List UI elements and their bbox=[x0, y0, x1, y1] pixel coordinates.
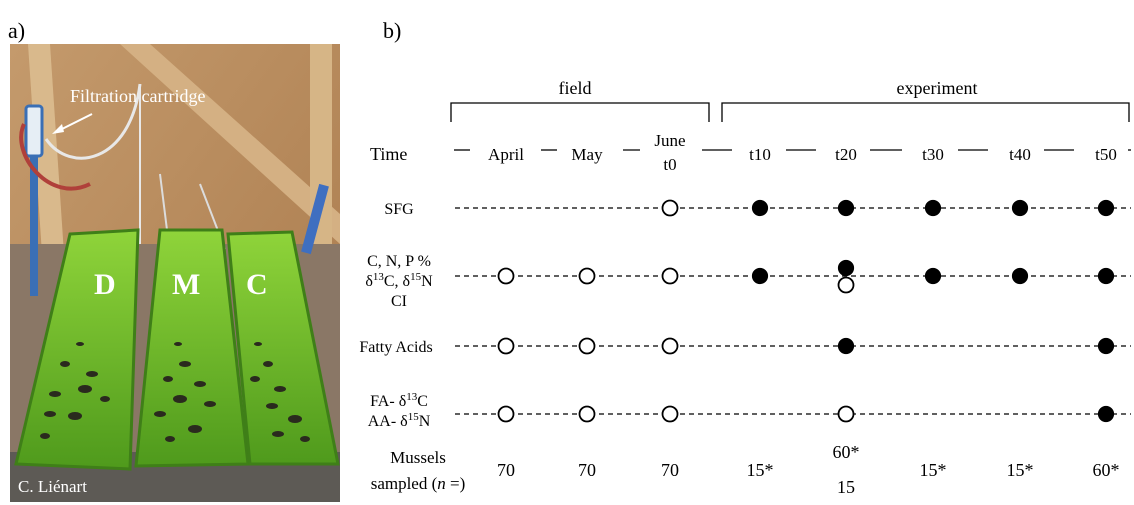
mussels-sampled-value: 60* bbox=[1093, 460, 1120, 480]
caption-arrowhead bbox=[52, 124, 64, 134]
open-sample-marker bbox=[497, 337, 515, 355]
time-point-label: April bbox=[488, 145, 524, 164]
open-sample-marker bbox=[837, 405, 855, 423]
filled-sample-marker bbox=[924, 199, 942, 217]
time-label: Time bbox=[370, 144, 407, 164]
filled-sample-marker bbox=[751, 267, 769, 285]
mussels-in-tanks bbox=[40, 342, 310, 442]
mussels-sampled-value: 60* bbox=[833, 442, 860, 462]
row-label-csia-line2: AA- δ15N bbox=[368, 411, 431, 430]
sampling-schedule: field experiment Time April May June t0 t10 t… bbox=[359, 78, 1131, 497]
wooden-beam bbox=[120, 44, 340, 244]
tank-letter-d: D bbox=[94, 268, 116, 301]
row-label-fatty-acids: Fatty Acids bbox=[359, 339, 432, 356]
time-point-sublabel: t0 bbox=[663, 155, 676, 174]
mussels-label-line2: sampled (n =) bbox=[371, 474, 466, 493]
open-sample-marker bbox=[578, 405, 596, 423]
mussels-sampled-value: 15* bbox=[920, 460, 947, 480]
experiment-bracket bbox=[721, 102, 1130, 122]
filled-sample-marker bbox=[924, 267, 942, 285]
row-lines bbox=[455, 207, 1131, 415]
mussels-sampled-value: 70 bbox=[661, 460, 679, 480]
experiment-photo: Filtration cartridge D M C C. Liénart bbox=[10, 44, 340, 502]
panel-a-label: a) bbox=[8, 18, 26, 43]
filled-sample-marker bbox=[1011, 267, 1029, 285]
open-sample-marker bbox=[661, 405, 679, 423]
row-label-cnp-line3: CI bbox=[391, 293, 407, 310]
time-point-label: t40 bbox=[1009, 145, 1031, 164]
tubing bbox=[44, 83, 142, 160]
time-point-label: t10 bbox=[749, 145, 771, 164]
filtration-cartridge bbox=[24, 104, 44, 158]
mussels-sampled-value: 15* bbox=[747, 460, 774, 480]
open-sample-marker bbox=[578, 337, 596, 355]
mussels-sampled-value: 70 bbox=[497, 460, 515, 480]
open-sample-marker bbox=[578, 267, 596, 285]
open-sample-marker bbox=[661, 199, 679, 217]
blue-pipe bbox=[30, 156, 38, 296]
photo-credit: C. Liénart bbox=[18, 477, 87, 496]
filled-sample-marker bbox=[1097, 267, 1115, 285]
filtration-caption: Filtration cartridge bbox=[70, 86, 205, 106]
open-sample-marker bbox=[661, 337, 679, 355]
phase-field-label: field bbox=[559, 78, 592, 98]
row-label-cnp-line1: C, N, P % bbox=[367, 253, 431, 270]
field-bracket bbox=[450, 102, 710, 122]
tank-c bbox=[226, 230, 340, 466]
open-sample-marker bbox=[837, 276, 855, 294]
tank-letter-m: M bbox=[172, 268, 200, 301]
filled-sample-marker bbox=[837, 337, 855, 355]
open-sample-marker bbox=[661, 267, 679, 285]
row-label-csia-line1: FA- δ13C bbox=[370, 391, 428, 410]
time-point-label: May bbox=[571, 145, 603, 164]
blue-hose bbox=[301, 183, 329, 255]
tank-m bbox=[134, 228, 250, 468]
filled-sample-marker bbox=[837, 259, 855, 277]
open-sample-marker bbox=[497, 267, 515, 285]
mussels-label-line1: Mussels bbox=[390, 448, 446, 467]
filled-sample-marker bbox=[837, 199, 855, 217]
mussels-value-t20-second: 15 bbox=[837, 477, 855, 497]
wooden-beam bbox=[28, 44, 66, 284]
filled-sample-marker bbox=[1097, 405, 1115, 423]
wooden-post bbox=[310, 44, 332, 304]
mussels-sampled-value: 70 bbox=[578, 460, 596, 480]
time-point-label: June bbox=[654, 131, 685, 150]
time-point-label: t30 bbox=[922, 145, 944, 164]
time-point-label: t20 bbox=[835, 145, 857, 164]
filled-sample-marker bbox=[751, 199, 769, 217]
mussels-sampled-value: 15* bbox=[1007, 460, 1034, 480]
filled-sample-marker bbox=[1097, 337, 1115, 355]
open-sample-marker bbox=[497, 405, 515, 423]
red-hose bbox=[19, 123, 91, 191]
row-label-sfg: SFG bbox=[384, 201, 414, 218]
panel-b-label: b) bbox=[383, 18, 402, 43]
tank-letter-c: C bbox=[246, 268, 268, 301]
phase-experiment-label: experiment bbox=[897, 78, 978, 98]
row-label-cnp-line2: δ13C, δ15N bbox=[365, 271, 433, 290]
time-point-label: t50 bbox=[1095, 145, 1117, 164]
tank-d bbox=[14, 228, 140, 471]
filled-sample-marker bbox=[1011, 199, 1029, 217]
filled-sample-marker bbox=[1097, 199, 1115, 217]
